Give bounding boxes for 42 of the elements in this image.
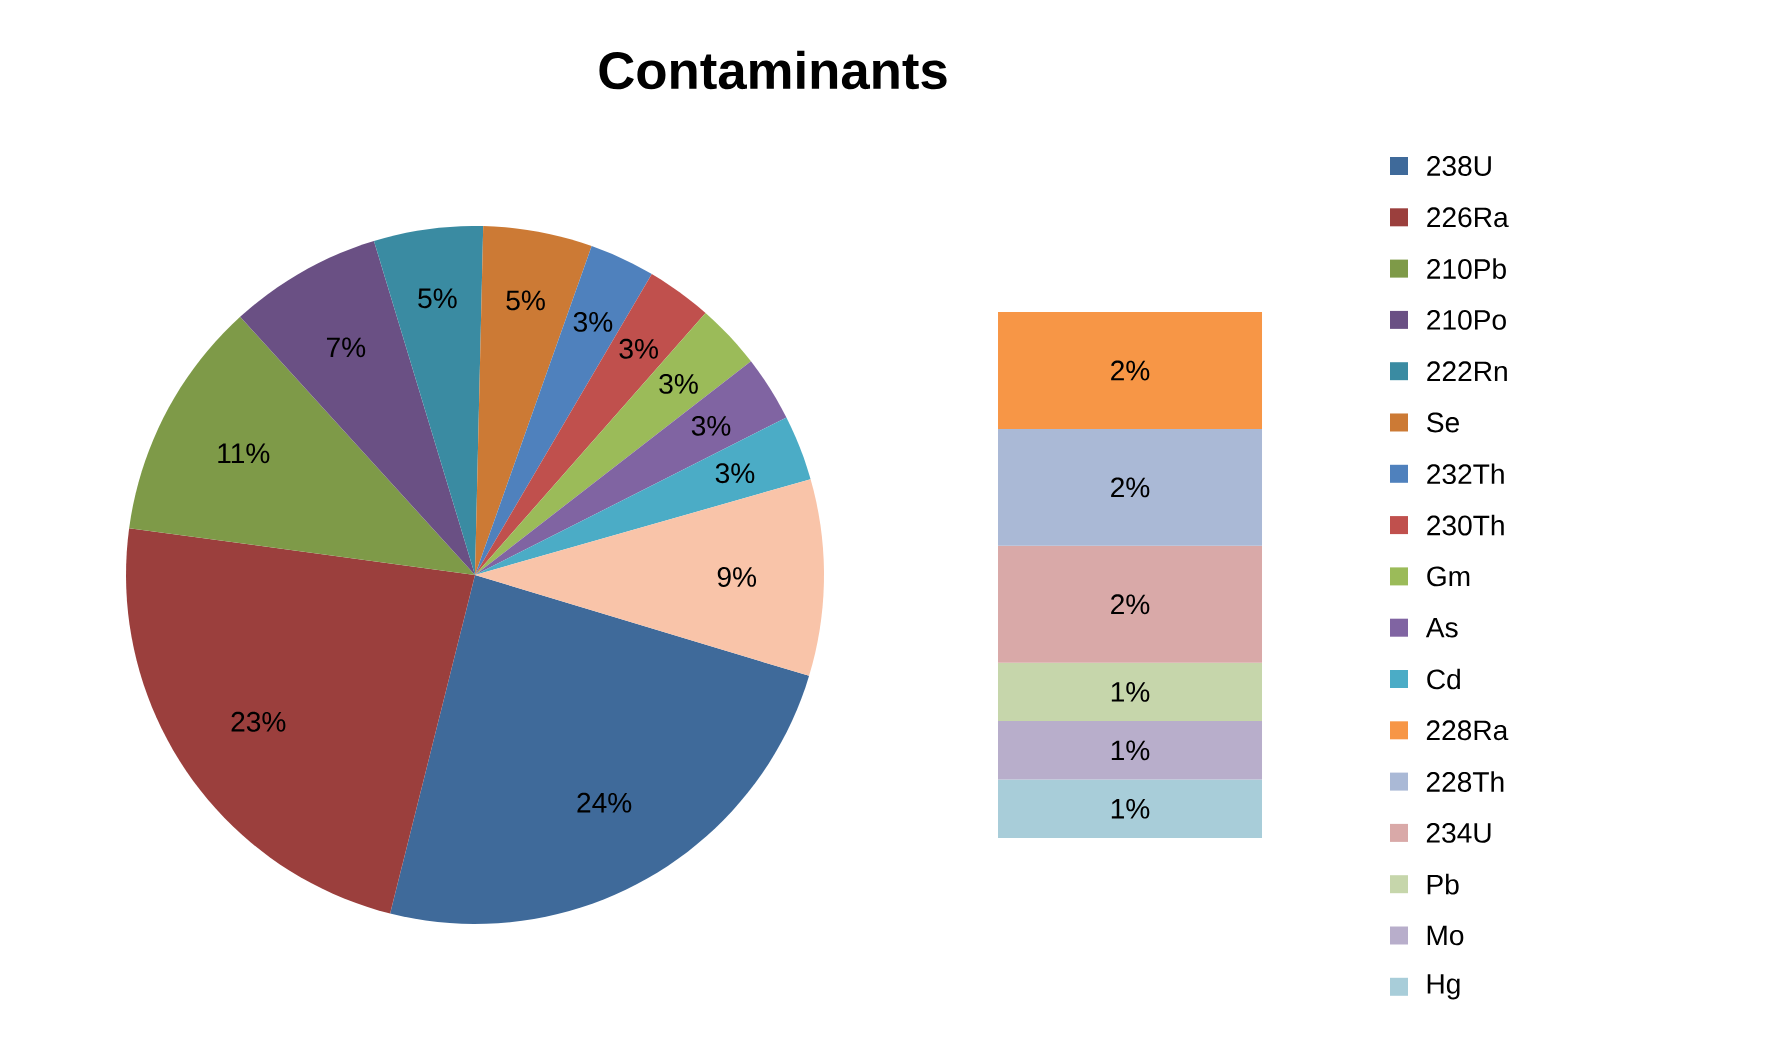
data-label: 7% [326,337,366,358]
data-label: 3% [619,338,658,359]
bar [998,428,1263,546]
data-label: 3% [715,463,755,484]
data-label: 24% [577,792,632,813]
legend-label: 228Th [1426,771,1504,792]
legend-label: 230Th [1427,514,1504,536]
data-label: 2% [1111,360,1150,381]
bar [998,662,1263,722]
bar [998,312,1263,429]
data-label: 2% [1111,477,1150,498]
data-label: 11% [218,443,270,464]
legend-label: 226Ra [1427,207,1509,228]
legend-label: 232Th [1427,463,1504,485]
data-label: 3% [659,373,698,394]
data-label: 23% [231,711,286,732]
legend-label: Pb [1427,873,1459,895]
data-label: 3% [573,311,613,332]
chart-title: Contaminants [599,50,947,90]
bar [998,545,1263,663]
data-label: 2% [1111,594,1150,615]
legend-label: 210Po [1427,309,1506,330]
legend-label: Mo [1427,925,1464,946]
data-label: 3% [691,415,731,436]
data-label: 1% [1111,798,1150,819]
data-label: 1% [1111,682,1150,702]
legend-label: 234U [1426,822,1491,843]
legend-label: Se [1427,412,1459,433]
legend-label: 228Ra [1426,720,1509,741]
legend-label: Hg [1427,974,1460,1000]
legend-label: Cd [1427,668,1460,690]
legend-label: 238U [1427,156,1491,176]
bar [998,779,1263,839]
legend-label: Gm [1427,566,1470,587]
legend-label: 222Rn [1427,361,1507,381]
data-label: 9% [717,567,757,587]
legend-label: As [1425,617,1458,638]
data-label: 5% [418,288,457,309]
data-label: 1% [1111,740,1150,761]
legend-label: 210Pb [1427,258,1506,279]
data-label: 5% [506,290,545,311]
bar [998,721,1263,780]
